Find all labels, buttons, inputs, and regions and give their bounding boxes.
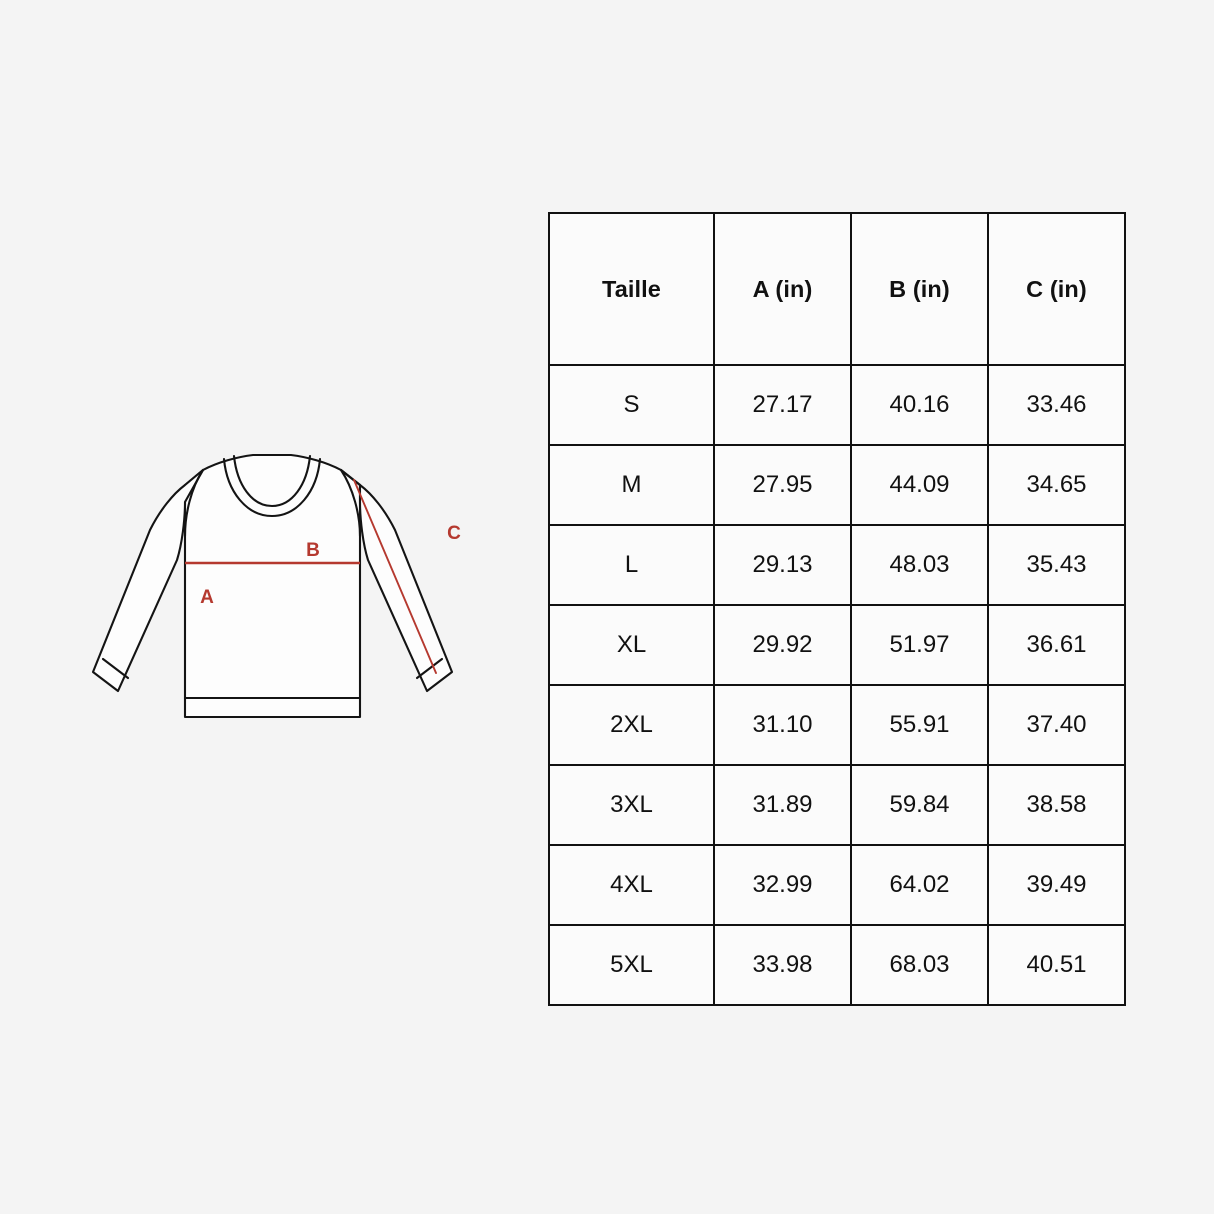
cell-b: 40.16: [850, 364, 989, 446]
column-header-c: C (in): [987, 212, 1126, 366]
column-header-a: A (in): [713, 212, 852, 366]
cell-size: L: [548, 524, 715, 606]
cell-b: 48.03: [850, 524, 989, 606]
size-table-container: Taille A (in) B (in) C (in) S 27.17 40.1…: [548, 212, 1126, 1006]
cell-size: 4XL: [548, 844, 715, 926]
table-row: L 29.13 48.03 35.43: [548, 524, 1126, 606]
measure-label-c: C: [447, 523, 461, 544]
left-sleeve: [91, 468, 205, 693]
cell-a: 31.10: [713, 684, 852, 766]
cell-b: 59.84: [850, 764, 989, 846]
cell-size: S: [548, 364, 715, 446]
table-row: 2XL 31.10 55.91 37.40: [548, 684, 1126, 766]
cell-c: 33.46: [987, 364, 1126, 446]
cell-c: 36.61: [987, 604, 1126, 686]
collar-inner-rib: [232, 454, 312, 508]
column-header-size: Taille: [548, 212, 715, 366]
measure-label-a: A: [200, 587, 214, 608]
right-armhole-seam: [339, 468, 362, 538]
table-row: M 27.95 44.09 34.65: [548, 444, 1126, 526]
cell-b: 51.97: [850, 604, 989, 686]
cell-c: 34.65: [987, 444, 1126, 526]
cell-b: 55.91: [850, 684, 989, 766]
sweatshirt-diagram: B A C: [91, 453, 461, 719]
right-cuff: [415, 657, 444, 680]
table-row: 4XL 32.99 64.02 39.49: [548, 844, 1126, 926]
cell-b: 68.03: [850, 924, 989, 1006]
cell-size: 2XL: [548, 684, 715, 766]
garment-illustration: B A C: [55, 440, 485, 760]
column-header-b: B (in): [850, 212, 989, 366]
cell-a: 29.92: [713, 604, 852, 686]
measure-line-c: [353, 479, 437, 674]
cell-size: M: [548, 444, 715, 526]
cell-c: 35.43: [987, 524, 1126, 606]
cell-size: XL: [548, 604, 715, 686]
cell-a: 27.95: [713, 444, 852, 526]
table-row: S 27.17 40.16 33.46: [548, 364, 1126, 446]
left-cuff: [101, 657, 130, 680]
cell-a: 29.13: [713, 524, 852, 606]
table-row: 5XL 33.98 68.03 40.51: [548, 924, 1126, 1006]
size-table: Taille A (in) B (in) C (in) S 27.17 40.1…: [548, 212, 1126, 1006]
garment-body: [183, 453, 362, 719]
table-row: 3XL 31.89 59.84 38.58: [548, 764, 1126, 846]
left-armhole-seam: [183, 468, 205, 538]
measure-label-b: B: [306, 540, 320, 561]
cell-c: 40.51: [987, 924, 1126, 1006]
cell-a: 33.98: [713, 924, 852, 1006]
cell-size: 5XL: [548, 924, 715, 1006]
cell-a: 32.99: [713, 844, 852, 926]
cell-a: 31.89: [713, 764, 852, 846]
cell-size: 3XL: [548, 764, 715, 846]
table-header-row: Taille A (in) B (in) C (in): [548, 212, 1126, 366]
table-row: XL 29.92 51.97 36.61: [548, 604, 1126, 686]
cell-c: 37.40: [987, 684, 1126, 766]
cell-b: 44.09: [850, 444, 989, 526]
cell-c: 38.58: [987, 764, 1126, 846]
cell-a: 27.17: [713, 364, 852, 446]
cell-b: 64.02: [850, 844, 989, 926]
cell-c: 39.49: [987, 844, 1126, 926]
collar-outer: [222, 457, 322, 518]
